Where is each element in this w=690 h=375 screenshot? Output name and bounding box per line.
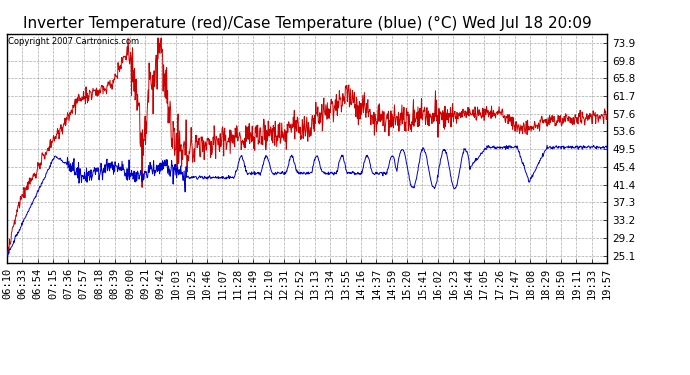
Text: Copyright 2007 Cartronics.com: Copyright 2007 Cartronics.com [8, 37, 139, 46]
Title: Inverter Temperature (red)/Case Temperature (blue) (°C) Wed Jul 18 20:09: Inverter Temperature (red)/Case Temperat… [23, 16, 591, 31]
